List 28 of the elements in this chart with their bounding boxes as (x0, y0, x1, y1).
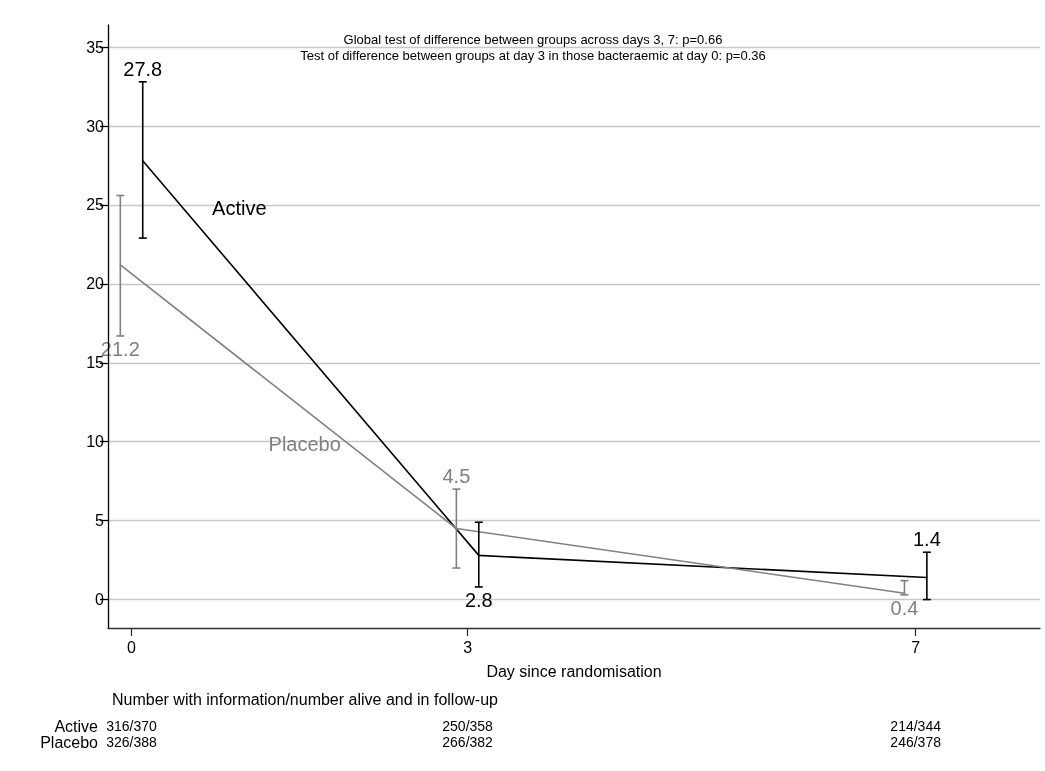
x-tick-label: 0 (127, 638, 137, 656)
data-label: 0.4 (890, 596, 919, 619)
data-label: 4.5 (442, 465, 471, 488)
y-tick-label: 0 (95, 591, 105, 609)
y-tick-label: 10 (86, 433, 105, 451)
text: Active (54, 717, 99, 735)
text: 266/382 (442, 734, 494, 750)
x-tick-label: 3 (463, 638, 473, 656)
x-tick-label: 7 (911, 638, 921, 656)
data-label: 1.4 (912, 528, 941, 551)
annotation: 27.8 (123, 57, 163, 80)
data-label: 2.8 (464, 588, 493, 611)
text: 246/378 (890, 734, 942, 750)
text: 214/344 (890, 718, 942, 734)
y-tick-label: 30 (86, 117, 105, 135)
text: 250/358 (442, 718, 494, 734)
text: Number with information/number alive and in follow-up (112, 690, 499, 708)
y-tick-label: 35 (86, 38, 105, 56)
annotation: Global test of difference between groups across days 3, 7: p=0.66 (343, 31, 723, 47)
series-label: Active (212, 197, 267, 220)
y-tick-label: 25 (86, 196, 105, 214)
y-tick-label: 20 (86, 275, 105, 293)
text: 326/388 (106, 734, 158, 750)
annotation: Test of difference between groups at day 3 in those bacteraemic at day 0: p=0.36 (300, 47, 766, 63)
text: Placebo (40, 733, 99, 751)
x-axis-title: Day since randomisation (486, 662, 662, 680)
series-label: Placebo (268, 433, 341, 456)
text: 316/370 (106, 718, 158, 734)
